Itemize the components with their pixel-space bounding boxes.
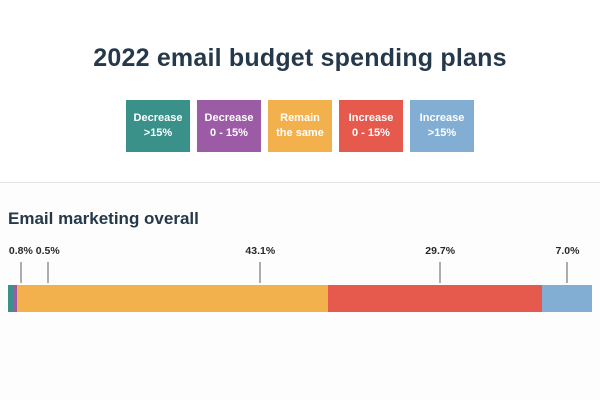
- segment-tick-3: [439, 262, 441, 283]
- chart-section: Email marketing overall 0.8% 0.5% 43.1% 29.…: [0, 182, 600, 400]
- segment-label-3: 29.7%: [425, 245, 456, 257]
- page-title: 2022 email budget spending plans: [93, 44, 507, 72]
- segment-labels: 0.8% 0.5% 43.1% 29.7% 7.0%: [8, 245, 592, 285]
- segment-label-0: 0.8%: [8, 245, 33, 257]
- legend: Decrease >15% Decrease 0 - 15% Remain the sam…: [0, 100, 600, 152]
- bar-segment-4: [541, 285, 592, 312]
- stacked-bar-chart: 0.8% 0.5% 43.1% 29.7% 7.0%: [8, 245, 592, 312]
- header-section: 2022 email budget spending plans Decreas…: [0, 0, 600, 152]
- bar-segment-2: [17, 285, 328, 312]
- segment-tick-0: [20, 262, 22, 283]
- legend-item-0: Decrease >15%: [126, 100, 190, 152]
- legend-item-2: Remain the same: [268, 100, 332, 152]
- segment-label-1: 0.5%: [35, 245, 60, 257]
- segment-label-4: 7.0%: [555, 245, 580, 257]
- bar-segment-1: [13, 285, 18, 312]
- bar-segment-0: [8, 285, 14, 312]
- stacked-bar: [8, 285, 592, 312]
- legend-item-4: Increase >15%: [410, 100, 474, 152]
- segment-tick-1: [47, 262, 49, 283]
- segment-tick-4: [566, 262, 568, 283]
- row-heading: Email marketing overall: [8, 209, 199, 228]
- segment-label-2: 43.1%: [245, 245, 276, 257]
- bar-segment-3: [327, 285, 542, 312]
- legend-item-1: Decrease 0 - 15%: [197, 100, 261, 152]
- legend-item-3: Increase 0 - 15%: [339, 100, 403, 152]
- segment-tick-2: [259, 262, 261, 283]
